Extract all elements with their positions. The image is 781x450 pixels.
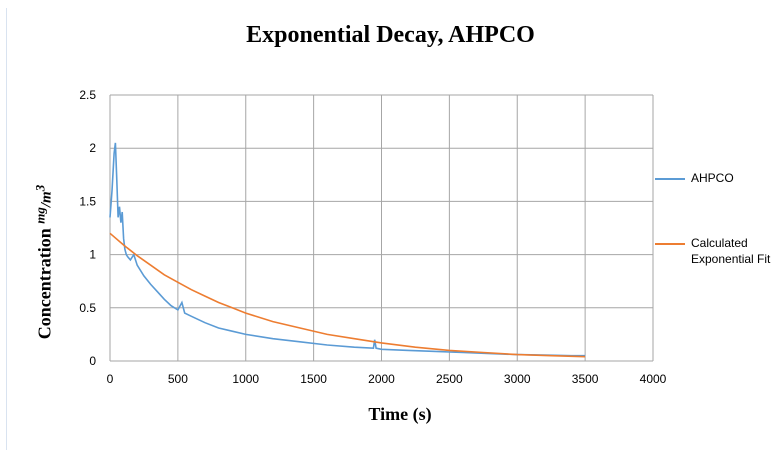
y-tick-label: 0 (89, 354, 96, 368)
tick-labels: 0 500 1000 1500 2000 2500 3000 3500 4000 0 0.5 1 1.5… (79, 88, 666, 386)
legend-swatch-fit (655, 243, 685, 245)
y-axis-label: Concentration (34, 228, 55, 340)
y-tick-label: 1 (89, 248, 96, 262)
series-lines (109, 142, 586, 358)
y-tick-label: 2 (89, 141, 96, 155)
x-tick-label: 2000 (368, 372, 395, 386)
x-axis-title: Time (s) (368, 404, 432, 424)
x-tick-label: 500 (168, 372, 188, 386)
unit-numerator: mg (32, 207, 48, 224)
x-tick-label: 0 (107, 372, 114, 386)
frame-edge-line (6, 8, 7, 450)
x-tick-label: 1500 (300, 372, 327, 386)
x-tick-label: 3000 (504, 372, 531, 386)
unit-exponent: 3 (32, 184, 48, 192)
y-tick-label: 2.5 (79, 88, 96, 102)
legend-swatch-ahpco (655, 178, 685, 180)
y-tick-label: 0.5 (79, 301, 96, 315)
x-tick-label: 1000 (232, 372, 259, 386)
unit-denominator: m (38, 191, 55, 203)
y-axis-title: Concentration mg/m3 (33, 185, 56, 339)
y-axis-unit: mg/m3 (32, 184, 55, 224)
grid-lines (109, 94, 654, 362)
legend-label-ahpco: AHPCO (691, 171, 734, 185)
chart-title: Exponential Decay, AHPCO (246, 22, 535, 48)
x-tick-label: 4000 (640, 372, 667, 386)
x-tick-label: 2500 (436, 372, 463, 386)
x-tick-label: 3500 (572, 372, 599, 386)
legend-label-fit: Calculated Exponential Fit (691, 236, 771, 266)
series-line-ahpco (109, 142, 586, 357)
y-tick-label: 1.5 (79, 194, 96, 208)
series-line-fit (109, 232, 586, 358)
